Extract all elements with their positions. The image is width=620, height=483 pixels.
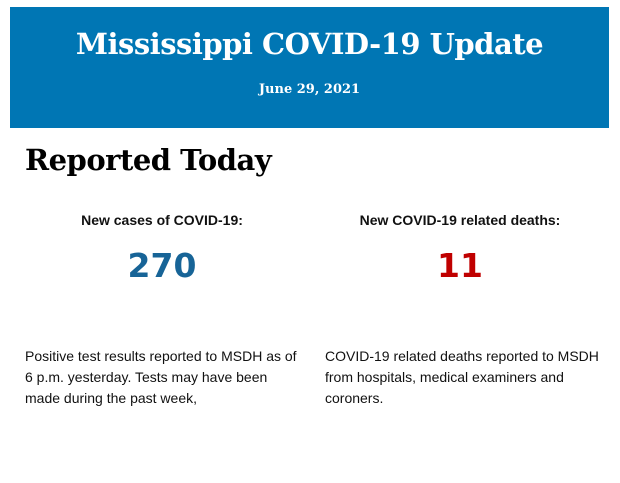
new-cases-value: 270 — [127, 246, 197, 285]
new-cases-panel: New cases of COVID-19: 270 — [17, 212, 307, 285]
cases-description: Positive test results reported to MSDH a… — [25, 348, 297, 406]
new-deaths-panel: New COVID-19 related deaths: 11 — [315, 212, 605, 285]
new-deaths-value: 11 — [437, 246, 483, 285]
header-banner: Mississippi COVID-19 Update June 29, 202… — [10, 7, 609, 128]
page-title: Mississippi COVID-19 Update — [75, 27, 544, 61]
report-date: June 29, 2021 — [258, 82, 361, 97]
new-deaths-label: New COVID-19 related deaths: — [359, 212, 561, 228]
section-title: Reported Today — [25, 143, 272, 177]
deaths-description: COVID-19 related deaths reported to MSDH… — [325, 348, 599, 406]
new-cases-label: New cases of COVID-19: — [81, 212, 243, 228]
